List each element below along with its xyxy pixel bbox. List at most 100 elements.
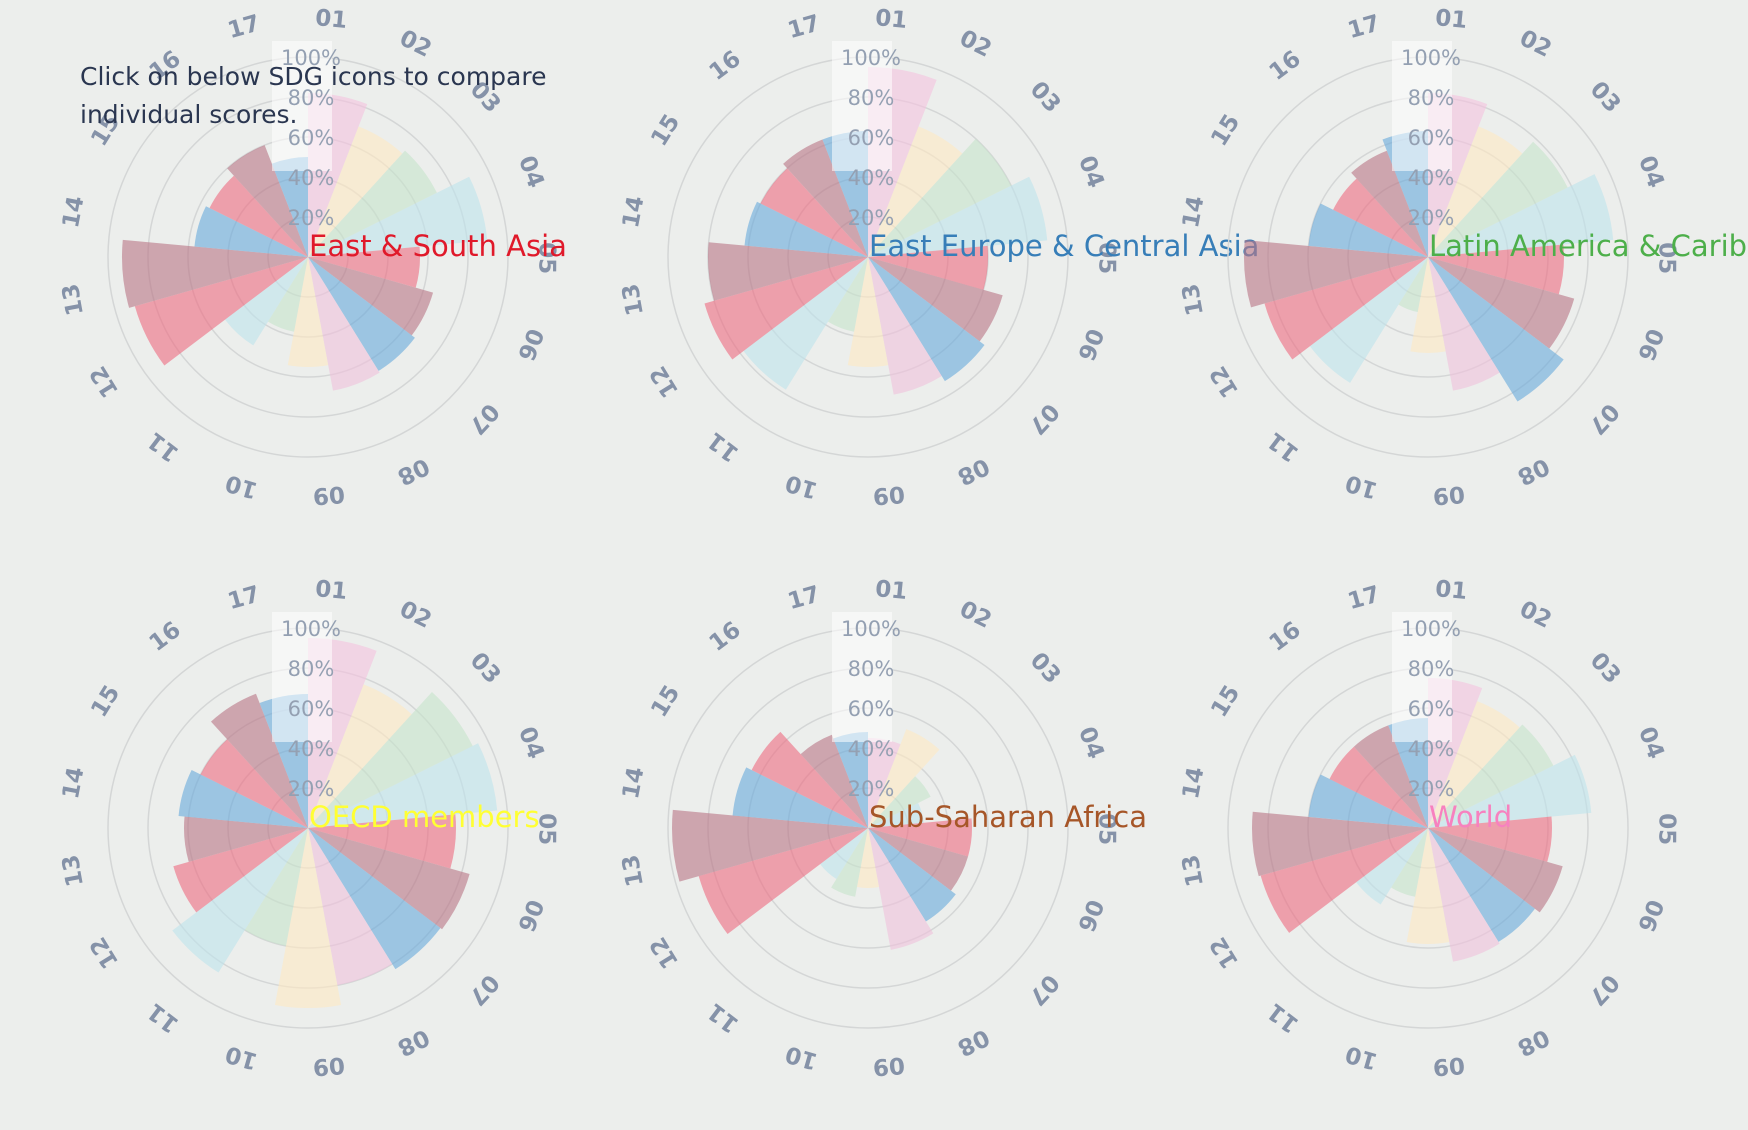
sdg-tick-label[interactable]: 06 (1072, 325, 1108, 364)
sdg-tick-label[interactable]: 14 (58, 194, 90, 230)
sdg-bar-12[interactable] (1260, 828, 1428, 933)
sdg-bar-03[interactable] (868, 138, 1012, 257)
sdg-tick-label[interactable]: 10 (223, 469, 261, 503)
sdg-tick-label[interactable]: 06 (1632, 325, 1668, 364)
sdg-bar-01[interactable] (868, 738, 901, 828)
sdg-tick-label[interactable]: 05 (533, 242, 559, 274)
sdg-tick-label[interactable]: 04 (1073, 152, 1109, 191)
sdg-bar-05[interactable] (1428, 816, 1552, 862)
sdg-tick-label[interactable]: 07 (1583, 398, 1624, 439)
sdg-tick-label[interactable]: 09 (312, 1051, 346, 1080)
sdg-tick-label[interactable]: 16 (705, 46, 746, 86)
sdg-bar-07[interactable] (1428, 257, 1564, 402)
sdg-tick-label[interactable]: 13 (1178, 282, 1209, 318)
sdg-tick-label[interactable]: 03 (1025, 77, 1066, 118)
sdg-tick-label[interactable]: 10 (1343, 469, 1381, 503)
sdg-bar-11[interactable] (1309, 257, 1428, 383)
sdg-bar-14[interactable] (1308, 203, 1428, 257)
sdg-bar-10[interactable] (267, 257, 308, 332)
sdg-tick-label[interactable]: 02 (1515, 25, 1555, 63)
sdg-tick-label[interactable]: 01 (1434, 5, 1468, 34)
sdg-bar-03[interactable] (868, 776, 931, 828)
sdg-tick-label[interactable]: 09 (872, 480, 906, 509)
sdg-bar-16[interactable] (210, 693, 308, 828)
sdg-bar-09[interactable] (847, 257, 889, 368)
sdg-tick-label[interactable]: 11 (143, 998, 184, 1038)
sdg-bar-11[interactable] (1356, 828, 1428, 905)
sdg-bar-03[interactable] (308, 692, 473, 828)
sdg-bar-08[interactable] (868, 828, 934, 950)
sdg-tick-label[interactable]: 02 (1515, 596, 1555, 634)
sdg-tick-label[interactable]: 12 (85, 932, 124, 973)
sdg-bar-10[interactable] (244, 828, 308, 946)
sdg-tick-label[interactable]: 17 (1345, 581, 1383, 615)
sdg-bar-09[interactable] (856, 828, 880, 889)
sdg-tick-label[interactable]: 06 (512, 896, 548, 935)
sdg-tick-label[interactable]: 15 (1206, 110, 1245, 151)
sdg-bar-10[interactable] (831, 828, 868, 897)
sdg-bar-08[interactable] (308, 828, 393, 986)
sdg-tick-label[interactable]: 10 (223, 1040, 261, 1074)
sdg-tick-label[interactable]: 17 (1345, 10, 1383, 44)
sdg-tick-label[interactable]: 10 (783, 1040, 821, 1074)
sdg-bar-11[interactable] (172, 828, 308, 973)
sdg-bar-05[interactable] (308, 814, 457, 869)
sdg-tick-label[interactable]: 05 (1093, 242, 1119, 274)
sdg-bar-07[interactable] (868, 257, 985, 382)
sdg-tick-label[interactable]: 05 (533, 813, 559, 845)
sdg-tick-label[interactable]: 10 (783, 469, 821, 503)
sdg-bar-08[interactable] (868, 257, 942, 395)
sdg-tick-label[interactable]: 17 (225, 581, 263, 615)
sdg-tick-label[interactable]: 14 (58, 765, 90, 801)
sdg-bar-11[interactable] (743, 257, 868, 390)
sdg-tick-label[interactable]: 06 (1632, 896, 1668, 935)
sdg-tick-label[interactable]: 08 (953, 452, 993, 489)
sdg-tick-label[interactable]: 09 (1432, 480, 1466, 509)
sdg-bar-13[interactable] (184, 816, 308, 862)
sdg-bar-14[interactable] (194, 206, 308, 257)
sdg-tick-label[interactable]: 16 (145, 617, 186, 657)
sdg-bar-14[interactable] (732, 767, 868, 828)
sdg-bar-13[interactable] (672, 809, 868, 882)
sdg-bar-08[interactable] (1428, 828, 1500, 962)
sdg-bar-15[interactable] (760, 168, 868, 257)
sdg-bar-07[interactable] (308, 257, 415, 371)
sdg-tick-label[interactable]: 14 (1178, 194, 1210, 230)
sdg-bar-10[interactable] (1391, 828, 1428, 897)
sdg-tick-label[interactable]: 10 (1343, 1040, 1381, 1074)
sdg-tick-label[interactable]: 08 (393, 452, 433, 489)
sdg-tick-label[interactable]: 05 (1653, 242, 1679, 274)
sdg-bar-09[interactable] (1406, 828, 1450, 944)
sdg-bar-03[interactable] (1428, 141, 1568, 257)
sdg-bar-04[interactable] (308, 743, 498, 828)
sdg-bar-11[interactable] (225, 257, 308, 346)
sdg-tick-label[interactable]: 02 (395, 596, 435, 634)
sdg-tick-label[interactable]: 14 (618, 194, 650, 230)
sdg-bar-08[interactable] (1428, 257, 1500, 391)
sdg-bar-13[interactable] (707, 242, 868, 301)
sdg-tick-label[interactable]: 08 (1513, 1023, 1553, 1060)
sdg-bar-10[interactable] (1398, 257, 1428, 313)
sdg-tick-label[interactable]: 11 (703, 427, 744, 467)
sdg-tick-label[interactable]: 06 (1072, 896, 1108, 935)
sdg-bar-13[interactable] (121, 239, 308, 308)
sdg-bar-05[interactable] (868, 818, 973, 857)
sdg-tick-label[interactable]: 07 (463, 969, 504, 1010)
sdg-tick-label[interactable]: 11 (1263, 998, 1304, 1038)
sdg-bar-14[interactable] (1308, 774, 1428, 828)
sdg-bar-15[interactable] (1329, 746, 1428, 828)
sdg-tick-label[interactable]: 08 (953, 1023, 993, 1060)
sdg-bar-02[interactable] (1428, 126, 1523, 257)
sdg-bar-17[interactable] (271, 157, 308, 257)
sdg-tick-label[interactable]: 01 (874, 5, 908, 34)
sdg-bar-09[interactable] (1410, 257, 1446, 354)
sdg-bar-03[interactable] (1428, 724, 1554, 828)
sdg-tick-label[interactable]: 15 (646, 110, 685, 151)
sdg-tick-label[interactable]: 13 (58, 853, 89, 889)
sdg-tick-label[interactable]: 14 (1178, 765, 1210, 801)
sdg-tick-label[interactable]: 01 (314, 5, 348, 34)
sdg-bar-12[interactable] (698, 828, 868, 935)
sdg-tick-label[interactable]: 11 (703, 998, 744, 1038)
sdg-tick-label[interactable]: 15 (86, 681, 125, 722)
sdg-tick-label[interactable]: 05 (1653, 813, 1679, 845)
